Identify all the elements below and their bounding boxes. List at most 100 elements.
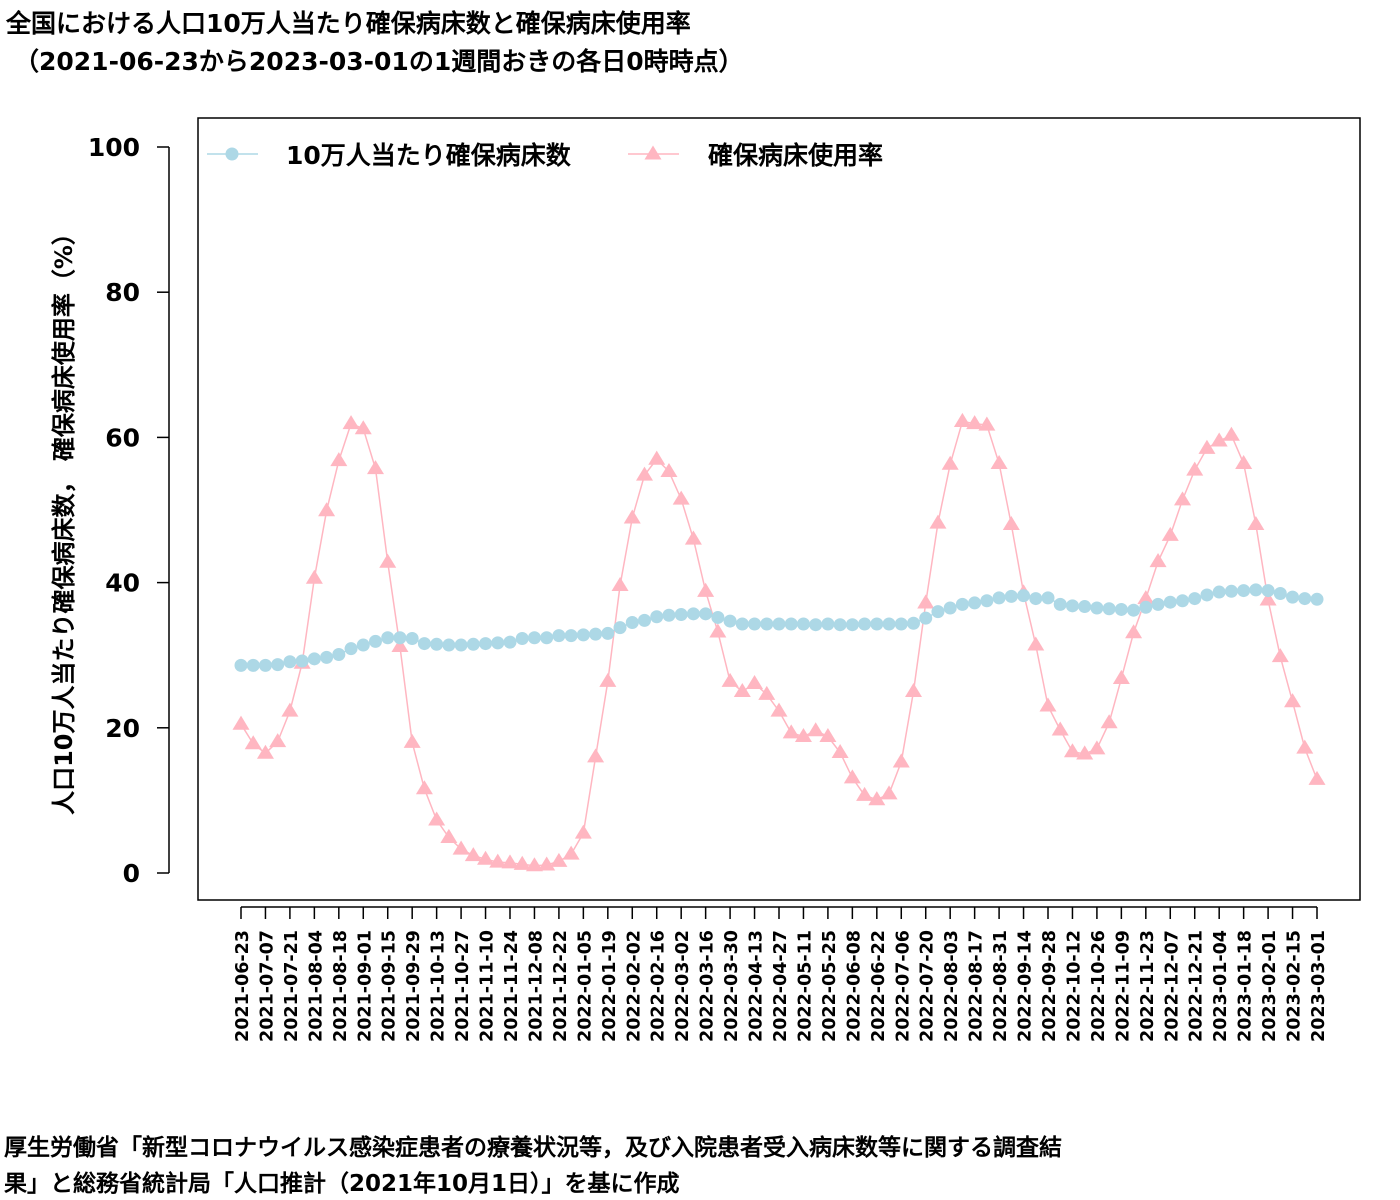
data-point: [858, 617, 872, 631]
data-point: [697, 582, 715, 597]
x-tick-label: 2021-11-24: [502, 930, 522, 1042]
data-point: [1247, 516, 1265, 531]
x-tick-label: 2021-10-13: [429, 930, 449, 1042]
data-point: [234, 658, 248, 672]
data-point: [415, 780, 433, 795]
y-tick-label: 40: [105, 569, 140, 598]
x-tick-label: 2022-05-11: [795, 930, 815, 1042]
data-point: [882, 617, 896, 631]
x-tick-label: 2021-09-01: [355, 930, 375, 1042]
y-axis: 0 20 40 60 80 100: [88, 133, 170, 888]
data-point: [244, 735, 262, 750]
data-point: [929, 514, 947, 529]
data-point: [1076, 745, 1094, 760]
data-point: [283, 655, 297, 669]
data-point: [733, 683, 751, 698]
source-caption-line2: 果」と総務省統計局「人口推計（2021年10月1日）」を基に作成: [4, 1171, 680, 1197]
legend-marker-triangle: [644, 145, 662, 160]
data-point: [955, 597, 969, 611]
data-point: [831, 743, 849, 759]
data-point: [758, 685, 776, 700]
data-point: [477, 850, 495, 865]
data-point: [587, 748, 605, 763]
data-point: [440, 828, 458, 843]
data-point: [1298, 592, 1312, 606]
data-point: [868, 791, 886, 806]
data-point: [1237, 584, 1251, 598]
data-point: [782, 724, 800, 739]
data-point: [1176, 594, 1189, 608]
data-point: [721, 672, 739, 687]
x-tick-label: 2022-10-12: [1064, 930, 1084, 1042]
data-point: [636, 466, 653, 481]
data-point: [503, 635, 517, 649]
data-point: [354, 420, 372, 435]
data-point: [344, 642, 358, 656]
data-point: [880, 785, 898, 800]
x-tick-label: 2021-11-10: [478, 930, 498, 1042]
data-point: [356, 638, 370, 652]
data-point: [601, 626, 615, 640]
data-point: [1065, 599, 1079, 613]
data-point: [821, 617, 835, 631]
x-axis: 2021-06-23 2021-07-07 2021-07-21 2021-08-04…: [233, 906, 1329, 1042]
data-point: [379, 553, 397, 568]
data-point: [342, 415, 360, 430]
data-point: [1114, 602, 1128, 616]
data-point: [819, 728, 837, 743]
data-point: [1296, 739, 1314, 754]
data-point: [1088, 740, 1106, 755]
data-point: [794, 728, 812, 743]
data-point: [564, 629, 578, 643]
data-point: [1174, 491, 1191, 506]
chart-subtitle: （2021-06-23から2023-03-01の1週間おきの各日0時時点）: [14, 47, 744, 76]
data-point: [625, 616, 639, 630]
data-point: [430, 637, 444, 651]
data-point: [527, 631, 541, 645]
data-point: [271, 658, 285, 672]
data-point: [796, 617, 810, 631]
data-point: [1273, 586, 1287, 600]
data-point: [1261, 584, 1275, 598]
data-point: [1017, 589, 1031, 603]
source-caption-line1: 厚生労働省「新型コロナウイルス感染症患者の療養状況等，及び入院患者受入病床数等に…: [4, 1135, 1062, 1161]
legend-label: 10万人当たり確保病床数: [286, 141, 572, 170]
data-point: [258, 658, 272, 672]
data-point: [269, 733, 287, 748]
data-point: [1149, 553, 1167, 568]
data-point: [807, 722, 825, 737]
data-point: [479, 637, 493, 651]
data-point: [1063, 743, 1081, 758]
data-point: [833, 618, 847, 632]
data-point: [772, 617, 786, 631]
legend-marker-circle: [225, 147, 239, 161]
data-point: [711, 610, 725, 624]
data-point: [1308, 770, 1326, 785]
data-point: [1053, 597, 1067, 611]
x-tick-label: 2023-01-04: [1211, 930, 1231, 1042]
x-tick-label: 2022-09-28: [1040, 930, 1060, 1042]
data-point: [501, 854, 519, 869]
data-point: [574, 824, 592, 839]
data-point: [746, 675, 764, 690]
data-point: [1286, 590, 1300, 604]
y-tick-label: 0: [123, 859, 140, 888]
data-point: [856, 786, 874, 801]
data-point: [990, 455, 1008, 470]
data-point: [845, 618, 859, 632]
x-tick-label: 2022-11-23: [1138, 930, 1158, 1042]
data-point: [1235, 455, 1253, 470]
y-tick-label: 20: [105, 714, 140, 743]
x-tick-label: 2021-08-18: [331, 930, 351, 1042]
line-chart: 0 20 40 60 80 100 2021-06-23 2021-07-07 2021-07…: [50, 117, 1361, 1042]
data-point: [1188, 592, 1202, 606]
data-point: [589, 627, 603, 641]
data-point: [246, 658, 260, 672]
x-tick-label: 2021-07-07: [257, 930, 277, 1042]
x-tick-label: 2022-03-30: [722, 930, 742, 1042]
x-tick-label: 2022-06-08: [844, 930, 864, 1042]
data-point: [1198, 439, 1216, 454]
data-point: [1027, 636, 1045, 651]
x-tick-label: 2022-03-16: [698, 930, 718, 1042]
data-point: [318, 502, 336, 517]
